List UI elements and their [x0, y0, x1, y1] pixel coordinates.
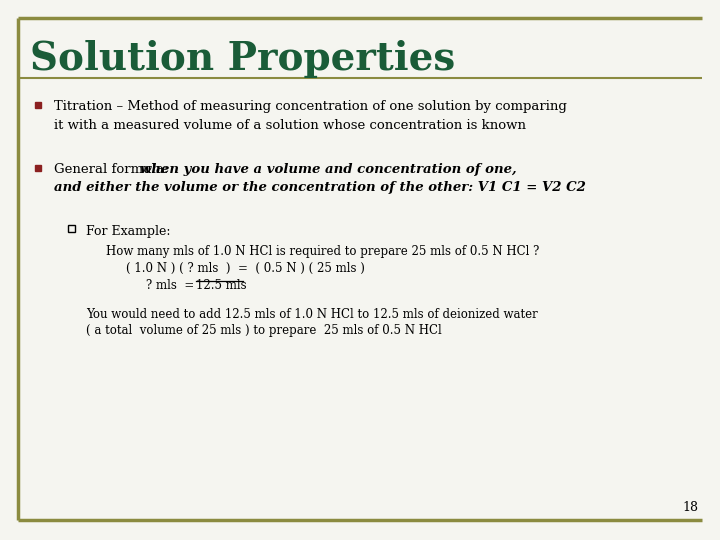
- Text: ( a total  volume of 25 mls ) to prepare  25 mls of 0.5 N HCl: ( a total volume of 25 mls ) to prepare …: [86, 324, 442, 337]
- Text: ? mls  =: ? mls =: [146, 279, 202, 292]
- Text: For Example:: For Example:: [86, 225, 171, 238]
- Text: General formula:: General formula:: [54, 163, 177, 176]
- Text: and either the volume or the concentration of the other: V1 C1 = V2 C2: and either the volume or the concentrati…: [54, 181, 586, 194]
- Text: Titration – Method of measuring concentration of one solution by comparing
it wi: Titration – Method of measuring concentr…: [54, 100, 567, 132]
- Text: 18: 18: [682, 501, 698, 514]
- Text: You would need to add 12.5 mls of 1.0 N HCl to 12.5 mls of deionized water: You would need to add 12.5 mls of 1.0 N …: [86, 308, 538, 321]
- Bar: [68, 225, 75, 232]
- Text: 12.5 mls: 12.5 mls: [196, 279, 247, 292]
- Text: Solution Properties: Solution Properties: [30, 40, 455, 78]
- Text: when you have a volume and concentration of one,: when you have a volume and concentration…: [140, 163, 517, 176]
- Text: How many mls of 1.0 N HCl is required to prepare 25 mls of 0.5 N HCl ?: How many mls of 1.0 N HCl is required to…: [106, 245, 539, 258]
- Text: ( 1.0 N ) ( ? mls  )  =  ( 0.5 N ) ( 25 mls ): ( 1.0 N ) ( ? mls ) = ( 0.5 N ) ( 25 mls…: [126, 262, 365, 275]
